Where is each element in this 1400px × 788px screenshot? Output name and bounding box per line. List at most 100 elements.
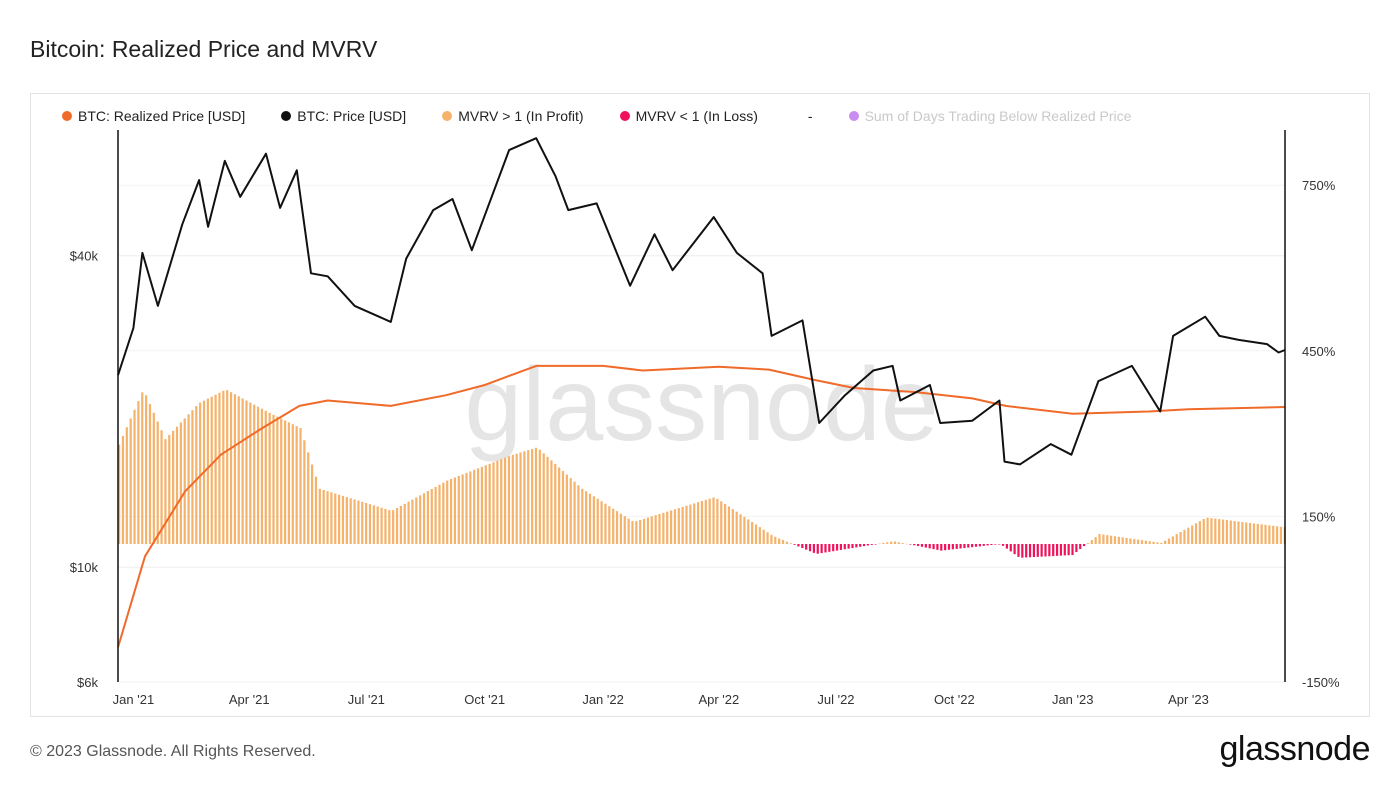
mvrv-bar	[542, 453, 545, 544]
mvrv-bar	[287, 422, 291, 544]
mvrv-bar	[963, 544, 966, 549]
btc-price-line-path	[117, 137, 1286, 466]
mvrv-bar	[210, 396, 213, 544]
mvrv-bar	[859, 544, 862, 547]
left-tick-label: $40k	[70, 249, 99, 264]
mvrv-bar	[253, 404, 256, 544]
x-tick-label: Apr '23	[1168, 692, 1209, 707]
mvrv-bar	[967, 544, 970, 548]
mvrv-bar	[395, 508, 399, 544]
mvrv-bar	[1044, 544, 1047, 557]
mvrv-bar	[353, 499, 356, 544]
mvrv-bar	[226, 390, 229, 544]
mvrv-bar	[272, 414, 275, 544]
mvrv-bar	[1229, 520, 1232, 544]
legend-label: BTC: Realized Price [USD]	[78, 108, 246, 124]
mvrv-bar	[465, 472, 468, 544]
mvrv-bar	[399, 505, 402, 544]
mvrv-bar	[971, 544, 974, 548]
mvrv-bar	[338, 494, 341, 544]
mvrv-bar	[384, 508, 387, 544]
chart-frame	[30, 93, 1370, 717]
mvrv-bar	[596, 498, 599, 544]
legend-label: MVRV > 1 (In Profit)	[458, 108, 584, 124]
legend-item-mvrv-profit[interactable]: MVRV > 1 (In Profit)	[442, 108, 584, 124]
mvrv-bar	[503, 457, 507, 544]
mvrv-bar	[550, 460, 553, 544]
mvrv-bar	[303, 440, 306, 544]
footer-logo: glassnode	[1219, 730, 1370, 768]
mvrv-bar	[469, 471, 472, 544]
legend-dot-icon	[848, 111, 859, 121]
mvrv-bar	[843, 544, 846, 550]
mvrv-bar	[1094, 537, 1097, 544]
mvrv-bar	[388, 510, 391, 544]
mvrv-bar	[1144, 540, 1147, 544]
mvrv-bar	[422, 493, 426, 544]
mvrv-bar	[785, 541, 788, 544]
mvrv-bar	[627, 518, 630, 544]
mvrv-bar	[585, 491, 588, 544]
mvrv-bar	[1241, 521, 1244, 544]
mvrv-bar	[1252, 523, 1256, 544]
mvrv-bar	[314, 476, 318, 544]
mvrv-bar	[577, 485, 580, 544]
mvrv-bar	[851, 544, 854, 549]
x-tick-label: Apr '21	[229, 692, 270, 707]
mvrv-bar	[955, 544, 958, 549]
mvrv-bar	[866, 544, 870, 546]
mvrv-bar	[299, 428, 302, 544]
mvrv-bar	[1202, 518, 1205, 544]
mvrv-bar	[330, 492, 333, 544]
mvrv-bar	[187, 414, 190, 544]
mvrv-bar	[870, 544, 873, 545]
legend-item-price[interactable]: BTC: Price [USD]	[281, 108, 406, 124]
mvrv-bar	[1156, 542, 1159, 544]
mvrv-bar	[148, 404, 152, 544]
mvrv-bar	[326, 491, 329, 544]
legend-item-mvrv-loss[interactable]: MVRV < 1 (In Loss)	[619, 108, 758, 124]
mvrv-bar	[318, 488, 321, 544]
mvrv-bar	[1001, 544, 1005, 546]
legend-item-realized-price[interactable]: BTC: Realized Price [USD]	[62, 108, 245, 124]
mvrv-bar	[712, 497, 715, 544]
mvrv-bar	[145, 395, 148, 544]
mvrv-bar	[1017, 544, 1020, 557]
mvrv-bar	[407, 501, 410, 544]
mvrv-bar	[994, 544, 997, 545]
mvrv-bar	[264, 410, 267, 544]
mvrv-bar	[604, 503, 607, 544]
legend-label: Sum of Days Trading Below Realized Price	[864, 108, 1132, 124]
mvrv-bar	[693, 503, 696, 544]
mvrv-bar	[1198, 521, 1201, 544]
mvrv-bar	[897, 542, 900, 544]
mvrv-bar	[909, 544, 912, 545]
x-tick-label: Jan '23	[1052, 692, 1094, 707]
mvrv-bar	[1021, 544, 1024, 558]
mvrv-bar	[669, 510, 673, 544]
mvrv-bar	[1248, 522, 1252, 544]
mvrv-bar	[1237, 521, 1240, 544]
mvrv-bar	[372, 505, 375, 544]
mvrv-bar	[1028, 544, 1032, 558]
legend: BTC: Realized Price [USD] BTC: Price [US…	[62, 106, 1167, 126]
mvrv-bar	[511, 454, 514, 544]
right-tick-label: -150%	[1302, 675, 1340, 690]
mvrv-bar	[411, 499, 414, 544]
mvrv-bar	[191, 410, 194, 544]
legend-item-days-below[interactable]: Sum of Days Trading Below Realized Price	[848, 108, 1132, 124]
mvrv-bar	[195, 406, 198, 544]
left-tick-label: $10k	[70, 560, 99, 575]
chart-title: Bitcoin: Realized Price and MVRV	[30, 36, 378, 62]
mvrv-bar	[731, 509, 734, 544]
mvrv-bar	[917, 544, 920, 547]
mvrv-bar	[1233, 521, 1236, 544]
mvrv-bar	[959, 544, 962, 549]
mvrv-bar	[1179, 532, 1182, 544]
mvrv-bar	[654, 515, 657, 544]
legend-label: BTC: Price [USD]	[297, 108, 407, 124]
mvrv-bar	[820, 544, 823, 554]
mvrv-bar	[538, 449, 541, 544]
mvrv-bar	[893, 541, 897, 544]
mvrv-bar	[199, 402, 202, 544]
